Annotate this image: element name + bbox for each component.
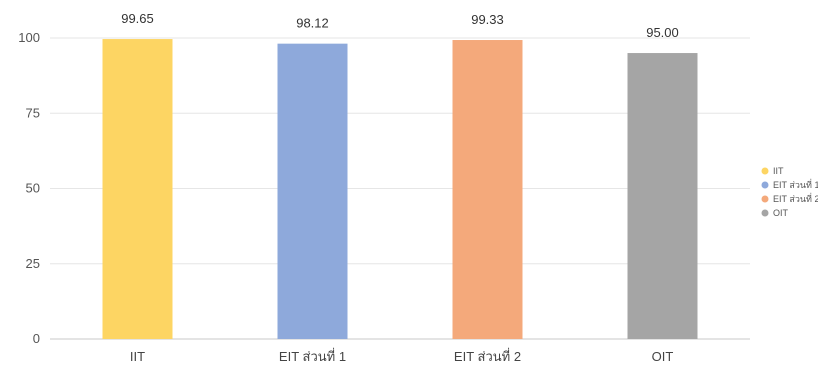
y-tick-label: 25 (26, 256, 40, 271)
x-category-label: EIT ส่วนที่ 1 (279, 348, 346, 364)
x-axis-labels: IIT EIT ส่วนที่ 1 EIT ส่วนที่ 2 OIT (130, 348, 673, 364)
y-tick-label: 0 (33, 331, 40, 346)
bar-3 (452, 40, 523, 340)
x-category-label: OIT (652, 349, 674, 364)
data-label: 99.65 (121, 11, 154, 26)
y-tick-label: 50 (26, 181, 40, 196)
legend-swatch (761, 167, 769, 175)
legend-label: EIT ส่วนที่ 1 (773, 178, 818, 190)
legend-label: EIT ส่วนที่ 2 (773, 192, 818, 204)
legend-label: IIT (773, 166, 784, 176)
data-label: 99.33 (471, 12, 504, 27)
bar-2 (277, 43, 348, 339)
legend-swatch (761, 181, 769, 189)
legend-label: OIT (773, 208, 789, 218)
bar-4 (627, 53, 698, 340)
legend-swatch (761, 209, 769, 217)
legend-swatch (761, 195, 769, 203)
data-label: 98.12 (296, 16, 329, 31)
data-label: 95.00 (646, 25, 679, 40)
bar-1 (102, 39, 173, 340)
y-tick-label: 75 (26, 105, 40, 120)
y-axis-ticks: 0 25 50 75 100 (18, 30, 40, 346)
bars (102, 39, 698, 340)
y-tick-label: 100 (18, 30, 40, 45)
x-category-label: IIT (130, 349, 145, 364)
legend: IIT EIT ส่วนที่ 1 EIT ส่วนที่ 2 OIT (761, 166, 818, 218)
data-labels: 99.65 98.12 99.33 95.00 (121, 11, 679, 40)
x-category-label: EIT ส่วนที่ 2 (454, 348, 521, 364)
